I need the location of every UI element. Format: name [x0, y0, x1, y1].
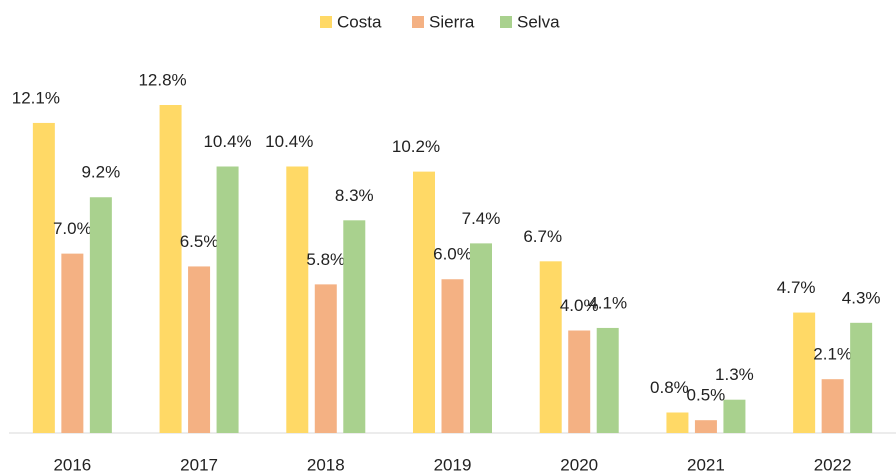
data-label: 4.7%	[777, 278, 816, 297]
x-tick-label: 2017	[180, 455, 218, 474]
data-label: 12.1%	[12, 88, 60, 107]
bar	[596, 327, 619, 433]
legend-label: Costa	[337, 12, 382, 31]
bar	[216, 166, 239, 433]
x-tick-label: 2021	[687, 455, 725, 474]
data-label: 4.1%	[588, 293, 627, 312]
data-label: 6.7%	[523, 227, 562, 246]
data-label: 10.4%	[203, 132, 251, 151]
bar	[441, 279, 464, 433]
bar	[413, 171, 435, 433]
data-label: 7.4%	[462, 209, 501, 228]
x-tick-label: 2020	[560, 455, 598, 474]
legend-label: Selva	[517, 12, 560, 31]
data-label: 5.8%	[306, 250, 345, 269]
bar	[821, 379, 844, 433]
bar	[314, 284, 337, 433]
bar	[723, 399, 746, 433]
bar	[539, 261, 562, 433]
x-tick-label: 2019	[434, 455, 472, 474]
data-label: 10.4%	[265, 132, 313, 151]
legend-label: Sierra	[429, 12, 475, 31]
data-label: 7.0%	[53, 219, 92, 238]
data-label: 4.0%	[560, 296, 599, 315]
bar	[666, 412, 689, 433]
data-label: 4.3%	[842, 288, 881, 307]
legend-swatch	[412, 16, 424, 28]
bar	[793, 312, 816, 433]
data-label: 2.1%	[813, 345, 852, 364]
data-label: 0.8%	[650, 378, 689, 397]
bar	[470, 243, 492, 433]
data-label: 9.2%	[81, 163, 120, 182]
bar	[89, 197, 112, 433]
bar	[850, 322, 873, 433]
data-label: 10.2%	[392, 137, 440, 156]
bar	[286, 166, 309, 433]
legend-swatch	[320, 16, 332, 28]
data-label: 12.8%	[138, 70, 186, 89]
data-label: 6.5%	[180, 232, 219, 251]
x-tick-label: 2018	[307, 455, 345, 474]
bar	[694, 420, 717, 433]
data-label: 0.5%	[687, 386, 726, 405]
bar	[568, 330, 591, 433]
x-tick-label: 2016	[53, 455, 91, 474]
bar	[343, 220, 366, 433]
bar	[188, 266, 211, 433]
data-label: 6.0%	[433, 245, 472, 264]
bar	[61, 253, 84, 433]
legend-swatch	[500, 16, 512, 28]
bar	[32, 122, 55, 433]
x-tick-label: 2022	[814, 455, 852, 474]
data-label: 1.3%	[715, 365, 754, 384]
data-label: 8.3%	[335, 186, 374, 205]
bar	[159, 105, 182, 433]
